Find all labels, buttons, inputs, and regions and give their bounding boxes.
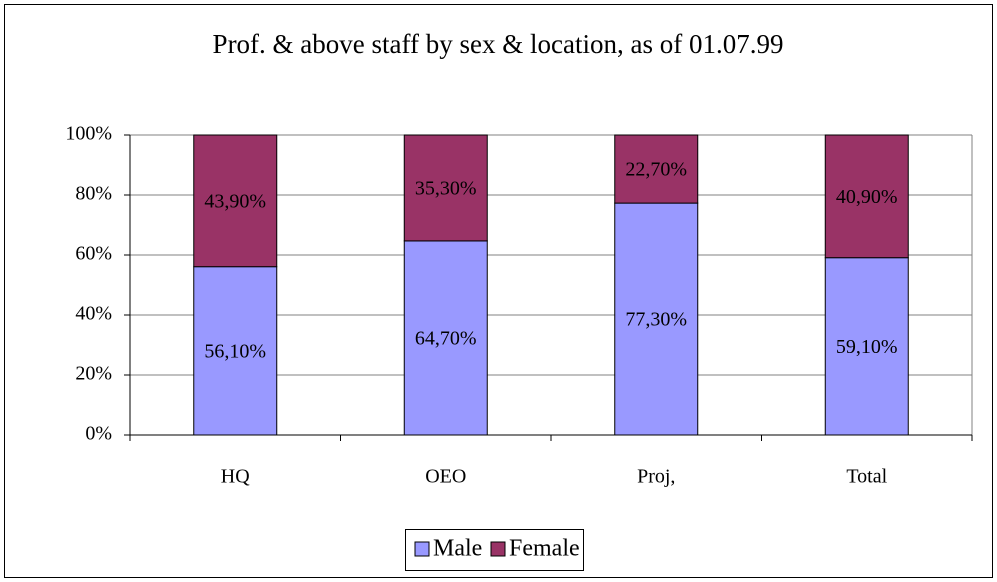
bar-segment	[403, 134, 488, 242]
bar-segment	[193, 266, 278, 436]
data-label: 40,90%	[836, 186, 898, 208]
x-tick-label: HQ	[221, 466, 250, 488]
data-label: 43,90%	[204, 190, 266, 212]
data-label: 22,70%	[625, 159, 687, 181]
x-tick-label: OEO	[425, 466, 466, 488]
data-label: 56,10%	[204, 340, 266, 362]
bar-segment	[824, 257, 909, 436]
legend-label: Male	[433, 536, 482, 562]
legend-swatch	[490, 541, 506, 557]
legend-label: Female	[509, 536, 580, 562]
y-tick-label: 0%	[85, 423, 112, 445]
x-tick-label: Total	[846, 466, 887, 488]
y-tick-label: 100%	[65, 123, 112, 145]
legend-swatch	[414, 541, 430, 557]
data-label: 64,70%	[415, 328, 477, 350]
data-label: 59,10%	[836, 336, 898, 358]
y-tick-label: 40%	[75, 303, 112, 325]
y-tick-label: 20%	[75, 363, 112, 385]
bar-segment	[824, 134, 909, 259]
y-tick-label: 60%	[75, 243, 112, 265]
bar-segment	[614, 134, 699, 204]
bar-segment	[193, 134, 278, 268]
data-label: 77,30%	[625, 309, 687, 331]
chart-title: Prof. & above staff by sex & location, a…	[213, 29, 784, 59]
x-tick-label: Proj,	[637, 466, 675, 488]
y-tick-label: 80%	[75, 183, 112, 205]
data-label: 35,30%	[415, 178, 477, 200]
